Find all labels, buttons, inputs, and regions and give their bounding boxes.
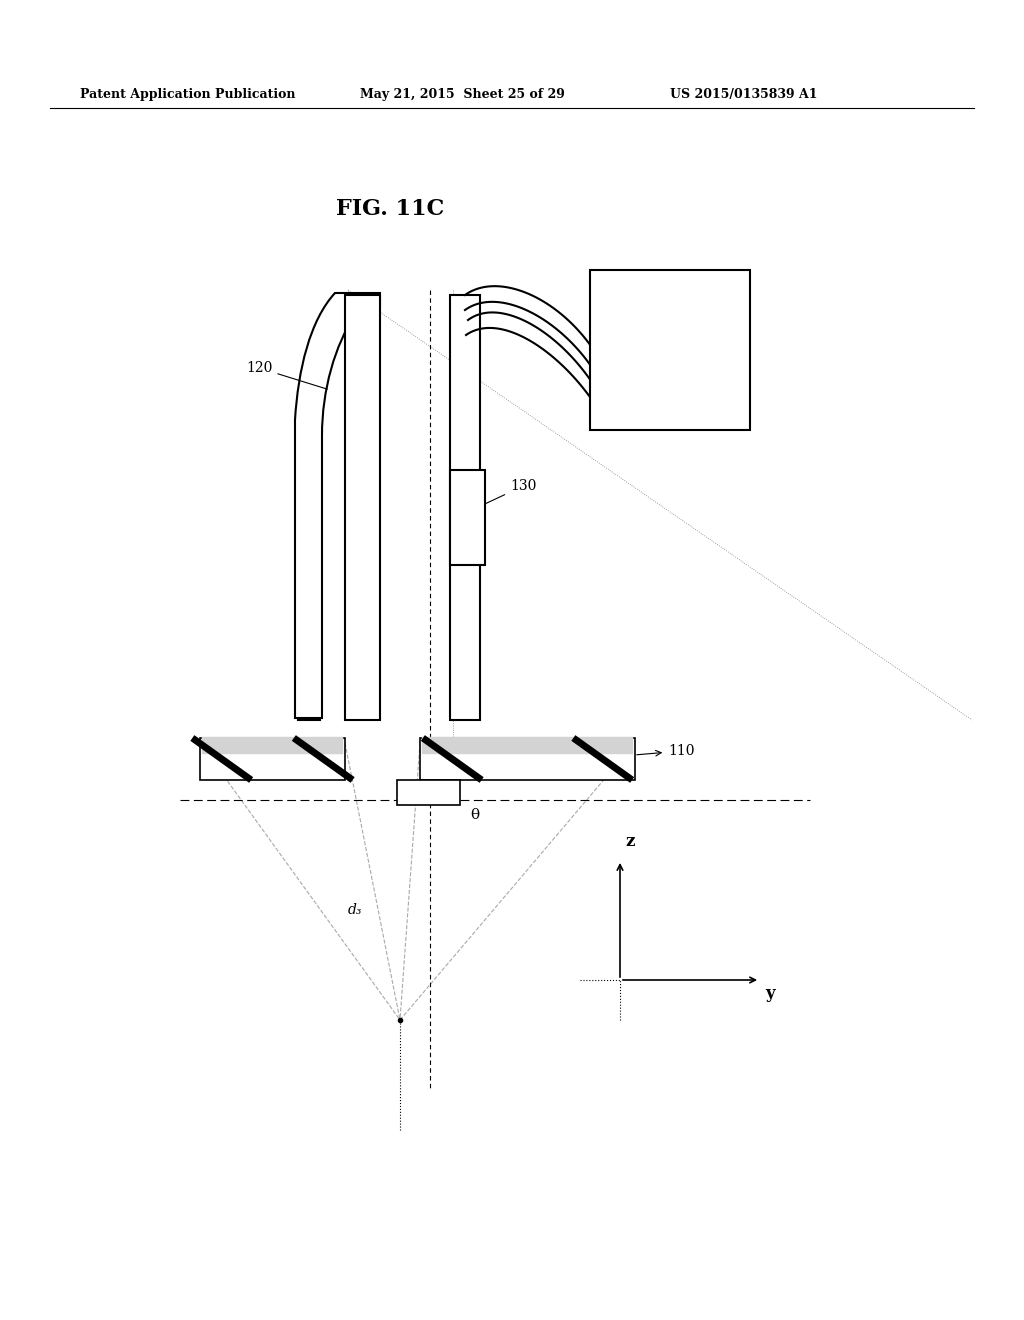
- Text: 130: 130: [474, 479, 537, 508]
- Text: d₃: d₃: [348, 903, 362, 917]
- Text: 160: 160: [660, 275, 686, 289]
- Bar: [450, 470, 485, 565]
- Bar: [298, 411, 319, 719]
- Text: Patent Application Publication: Patent Application Publication: [80, 88, 296, 102]
- Bar: [590, 271, 750, 430]
- Bar: [397, 780, 460, 805]
- PathPatch shape: [295, 293, 380, 718]
- Text: θ: θ: [470, 808, 479, 822]
- Bar: [420, 738, 635, 780]
- Text: 110: 110: [637, 744, 694, 758]
- Text: US 2015/0135839 A1: US 2015/0135839 A1: [670, 88, 817, 102]
- Text: 120: 120: [246, 360, 328, 389]
- Text: FIG. 11C: FIG. 11C: [336, 198, 444, 220]
- Text: z: z: [625, 833, 635, 850]
- Bar: [202, 737, 343, 754]
- Bar: [450, 294, 480, 719]
- Text: May 21, 2015  Sheet 25 of 29: May 21, 2015 Sheet 25 of 29: [360, 88, 565, 102]
- Text: y: y: [765, 985, 774, 1002]
- Bar: [422, 737, 633, 754]
- Bar: [200, 738, 345, 780]
- Bar: [345, 294, 380, 719]
